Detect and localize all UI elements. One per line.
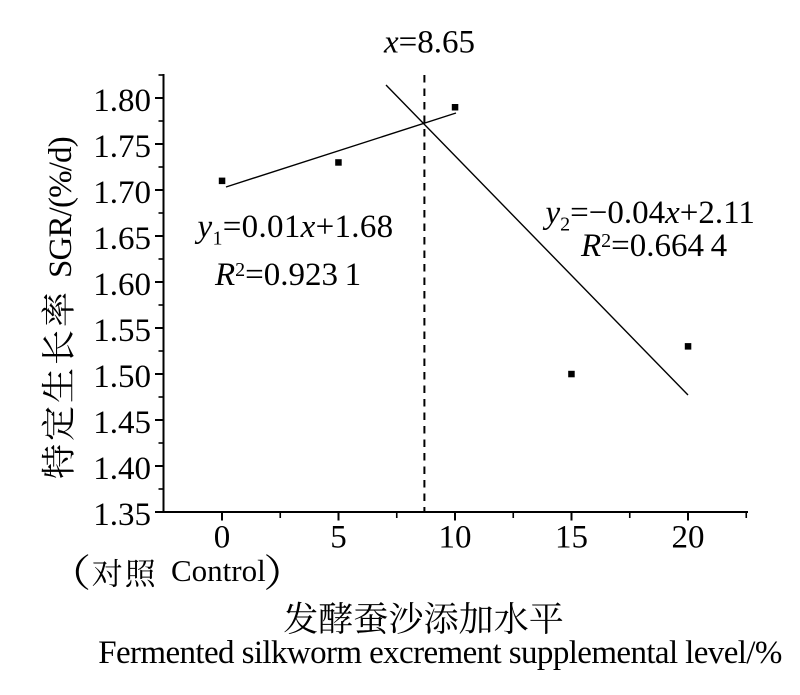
svg-text:1.75: 1.75 xyxy=(93,129,151,165)
svg-text:x=8.65: x=8.65 xyxy=(383,25,475,61)
svg-text:1.50: 1.50 xyxy=(93,359,151,395)
svg-text:1.40: 1.40 xyxy=(93,451,151,487)
svg-text:1.65: 1.65 xyxy=(93,221,151,257)
svg-text:1.60: 1.60 xyxy=(93,267,151,303)
svg-text:R2=0.664 4: R2=0.664 4 xyxy=(580,228,727,264)
svg-text:1.70: 1.70 xyxy=(93,175,151,211)
svg-text:Control: Control xyxy=(171,553,266,588)
svg-text:SGR/(%/d): SGR/(%/d) xyxy=(43,137,79,278)
svg-text:1.55: 1.55 xyxy=(93,313,151,349)
svg-text:1.45: 1.45 xyxy=(93,405,151,441)
svg-text:15: 15 xyxy=(555,520,588,556)
svg-text:5: 5 xyxy=(330,520,347,556)
svg-text:y2=−0.04x+2.11: y2=−0.04x+2.11 xyxy=(543,195,755,236)
svg-text:y1=0.01x+1.68: y1=0.01x+1.68 xyxy=(195,209,394,250)
svg-text:10: 10 xyxy=(439,520,472,556)
svg-text:0: 0 xyxy=(214,520,231,556)
svg-text:1.35: 1.35 xyxy=(93,497,151,533)
svg-text:Fermented silkworm excrement s: Fermented silkworm excrement supplementa… xyxy=(98,635,782,671)
svg-text:1.80: 1.80 xyxy=(93,83,151,119)
svg-text:20: 20 xyxy=(672,520,705,556)
svg-text:R2=0.923 1: R2=0.923 1 xyxy=(214,257,361,293)
